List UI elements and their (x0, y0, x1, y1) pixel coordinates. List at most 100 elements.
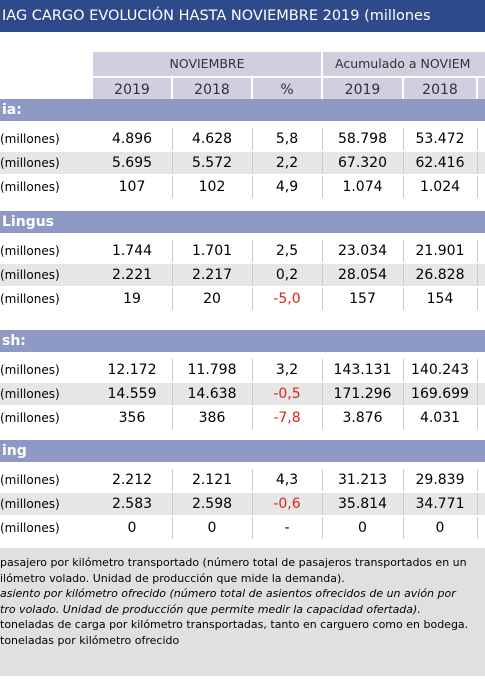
row-value: 23.034 (338, 243, 387, 259)
row-value: 171.296 (333, 386, 392, 402)
column-divider (252, 517, 253, 539)
column-divider (477, 176, 478, 198)
table-row: (millones) 4.896 4.628 5,8 58.798 53.472 (0, 128, 485, 150)
row-value: 140.243 (411, 362, 469, 378)
row-label: (millones) (0, 156, 60, 170)
row-label: (millones) (0, 244, 60, 258)
row-value: 19 (123, 291, 141, 307)
row-value: 2.221 (111, 267, 153, 283)
row-value: -5,0 (273, 291, 301, 307)
row-value: 2.212 (111, 472, 153, 488)
header-col-cum-2018: 2018 (404, 78, 476, 102)
table-row: (millones) 0 0 - 0 0 (0, 517, 485, 539)
row-value: 4,9 (275, 179, 299, 195)
row-value: 143.131 (333, 362, 392, 378)
column-divider (403, 288, 404, 310)
row-value: 154 (426, 291, 454, 307)
column-divider (403, 176, 404, 198)
table-row: (millones) 107 102 4,9 1.074 1.024 (0, 176, 485, 198)
airline-section-title: ia: (0, 99, 485, 121)
column-divider (477, 517, 478, 539)
row-value: 2,5 (275, 243, 299, 259)
column-divider (477, 407, 478, 429)
column-divider (322, 469, 323, 491)
row-label: (millones) (0, 292, 60, 306)
column-divider (322, 264, 323, 286)
row-value: 0 (435, 520, 445, 536)
airline-section-title: ing (0, 440, 485, 462)
column-divider (322, 517, 323, 539)
row-value: 4.031 (419, 410, 461, 426)
table-row: (millones) 2.221 2.217 0,2 28.054 26.828 (0, 264, 485, 286)
airline-section-title: sh: (0, 330, 485, 352)
column-divider (322, 407, 323, 429)
column-divider (403, 493, 404, 515)
table-row: (millones) 12.172 11.798 3,2 143.131 140.243 (0, 359, 485, 381)
row-value: 386 (198, 410, 226, 426)
column-divider (172, 240, 173, 262)
row-value: 356 (118, 410, 146, 426)
row-value: 2.583 (111, 496, 153, 512)
column-divider (403, 359, 404, 381)
row-value: 3.876 (342, 410, 383, 426)
column-divider (252, 288, 253, 310)
row-value: - (284, 520, 290, 536)
footnote-line: toneladas de carga por kilómetro transpo… (0, 618, 469, 631)
table-row: (millones) 1.744 1.701 2,5 23.034 21.901 (0, 240, 485, 262)
column-divider (172, 288, 173, 310)
column-divider (322, 128, 323, 150)
column-divider (322, 152, 323, 174)
column-divider (252, 469, 253, 491)
row-label: (millones) (0, 387, 60, 401)
row-value: 14.559 (107, 386, 157, 402)
column-divider (252, 240, 253, 262)
row-label: (millones) (0, 268, 60, 282)
column-divider (403, 240, 404, 262)
airline-section: Lingus (millones) 1.744 1.701 2,5 23.034 21.90… (0, 211, 485, 310)
row-label: (millones) (0, 363, 60, 377)
column-divider (477, 264, 478, 286)
row-value: 2.217 (191, 267, 233, 283)
column-divider (322, 176, 323, 198)
column-divider (252, 128, 253, 150)
row-value: -0,5 (273, 386, 301, 402)
row-value: 3,2 (275, 362, 299, 378)
column-divider (477, 359, 478, 381)
footnote-line: ilómetro volado. Unidad de producción qu… (0, 571, 345, 585)
row-value: 5.695 (111, 155, 153, 171)
column-divider (252, 493, 253, 515)
column-divider (477, 288, 478, 310)
table-row: (millones) 356 386 -7,8 3.876 4.031 (0, 407, 485, 429)
column-divider (252, 264, 253, 286)
column-divider (252, 176, 253, 198)
header-group-month: NOVIEMBRE (93, 52, 321, 76)
table-title: IAG CARGO EVOLUCIÓN HASTA NOVIEMBRE 2019… (0, 0, 485, 32)
row-value: 2.598 (191, 496, 233, 512)
row-value: -0,6 (273, 496, 301, 512)
footnote-line: asiento por kilómetro ofrecido (número t… (0, 587, 456, 600)
footnotes: pasajero por kilómetro transportado (núm… (0, 548, 485, 676)
header-col-2019: 2019 (93, 78, 171, 102)
row-value: 4.628 (191, 131, 233, 147)
column-divider (172, 264, 173, 286)
row-value: 0 (207, 520, 217, 536)
row-value: 5.572 (191, 155, 233, 171)
row-value: 1.744 (111, 243, 153, 259)
row-value: 28.054 (338, 267, 387, 283)
column-divider (172, 359, 173, 381)
column-divider (403, 469, 404, 491)
column-divider (477, 152, 478, 174)
row-value: 34.771 (415, 496, 465, 512)
row-value: 107 (118, 179, 146, 195)
row-label: (millones) (0, 411, 60, 425)
column-divider (322, 493, 323, 515)
header-group-cumulative: Acumulado a NOVIEM (323, 52, 485, 76)
table-row: (millones) 2.583 2.598 -0,6 35.814 34.771 (0, 493, 485, 515)
column-divider (172, 469, 173, 491)
row-value: 157 (349, 291, 376, 307)
column-divider (403, 264, 404, 286)
row-value: 102 (198, 179, 226, 195)
column-divider (477, 469, 478, 491)
column-divider (172, 383, 173, 405)
